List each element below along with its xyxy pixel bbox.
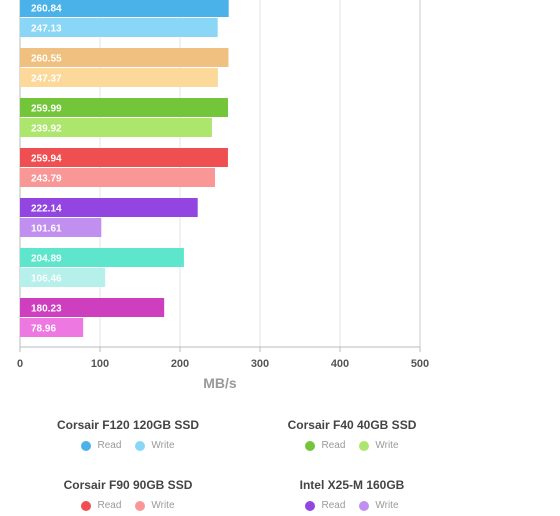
- legend-entry-read[interactable]: Read: [305, 440, 345, 451]
- bar-read-value: 260.55: [31, 54, 62, 65]
- legend-dot-write: [135, 500, 146, 511]
- legend-dot-write: [135, 440, 146, 451]
- bar-read[interactable]: [20, 148, 228, 167]
- bar-read-value: 259.99: [31, 104, 62, 115]
- x-tick-label: 400: [331, 358, 349, 370]
- legend-label-read: Read: [97, 440, 122, 451]
- x-axis: 0 100 200 300 400 500: [17, 346, 429, 370]
- legend-entry-write[interactable]: Write: [135, 500, 175, 511]
- legend-group-1: Corsair F120 120GB SSD Read Write: [8, 418, 248, 451]
- legend-dot-read: [305, 500, 316, 511]
- legend-group-title: Intel X25-M 160GB: [299, 478, 405, 492]
- legend-group-2: Corsair F40 40GB SSD Read Write: [232, 418, 472, 451]
- legend-dot-read: [81, 440, 92, 451]
- x-tick-label: 200: [171, 358, 189, 370]
- bar-write[interactable]: [20, 118, 212, 137]
- legend-label-write: Write: [375, 500, 399, 511]
- bar-write-value: 78.96: [31, 324, 56, 335]
- bar-read[interactable]: [20, 248, 184, 267]
- legend-label-write: Write: [375, 440, 399, 451]
- bar-read[interactable]: [20, 298, 165, 317]
- legend-dot-read: [305, 440, 316, 451]
- bar-write-value: 247.37: [31, 74, 62, 85]
- bar-read[interactable]: [20, 198, 198, 217]
- x-axis-label: MB/s: [203, 375, 237, 391]
- legend-entry-write[interactable]: Write: [135, 440, 175, 451]
- legend-group-4: Intel X25-M 160GB Read Write: [232, 478, 472, 511]
- legend-dot-read: [81, 500, 92, 511]
- legend-label-read: Read: [321, 500, 346, 511]
- legend-entry-read[interactable]: Read: [305, 500, 345, 511]
- legend-entry-read[interactable]: Read: [81, 500, 121, 511]
- legend-label-write: Write: [151, 500, 175, 511]
- x-tick-label: 100: [91, 358, 109, 370]
- legend-label-read: Read: [97, 500, 122, 511]
- bar-read[interactable]: [20, 0, 229, 17]
- bar-write-value: 101.61: [31, 224, 62, 235]
- bar-write[interactable]: [20, 168, 216, 187]
- legend-group-title: Corsair F40 40GB SSD: [287, 418, 417, 432]
- bar-read[interactable]: [20, 48, 229, 67]
- bar-read-value: 222.14: [31, 204, 62, 215]
- bar-write[interactable]: [20, 268, 106, 287]
- legend-label-read: Read: [321, 440, 346, 451]
- legend-entry-write[interactable]: Write: [359, 440, 399, 451]
- bar-read[interactable]: [20, 98, 228, 117]
- bar-read-value: 180.23: [31, 304, 62, 315]
- bar-write[interactable]: [20, 18, 218, 37]
- legend-group-title: Corsair F90 90GB SSD: [63, 478, 193, 492]
- bars: 260.84 247.13 260.55 247.37 259.99 239.92 259.…: [20, 0, 229, 337]
- legend-label-write: Write: [151, 440, 175, 451]
- bar-write-value: 239.92: [31, 124, 62, 135]
- bar-write-value: 106.46: [31, 274, 62, 285]
- legend-entry-read[interactable]: Read: [81, 440, 121, 451]
- legend-group-title: Corsair F120 120GB SSD: [56, 418, 200, 432]
- legend-dot-write: [359, 440, 370, 451]
- bar-write[interactable]: [20, 318, 84, 337]
- x-tick-label: 300: [251, 358, 269, 370]
- bar-write[interactable]: [20, 218, 102, 237]
- bar-write-value: 247.13: [31, 24, 62, 35]
- bar-read-value: 260.84: [31, 4, 62, 15]
- legend-dot-write: [359, 500, 370, 511]
- x-tick-label: 0: [17, 358, 23, 370]
- bar-chart: 260.84 247.13 260.55 247.37 259.99 239.92 259.…: [17, 0, 429, 391]
- x-tick-label: 500: [411, 358, 429, 370]
- bar-read-value: 259.94: [31, 154, 62, 165]
- bar-write-value: 243.79: [31, 174, 62, 185]
- legend-entry-write[interactable]: Write: [359, 500, 399, 511]
- bar-write[interactable]: [20, 68, 218, 87]
- legend-group-3: Corsair F90 90GB SSD Read Write: [8, 478, 248, 511]
- bar-read-value: 204.89: [31, 254, 62, 265]
